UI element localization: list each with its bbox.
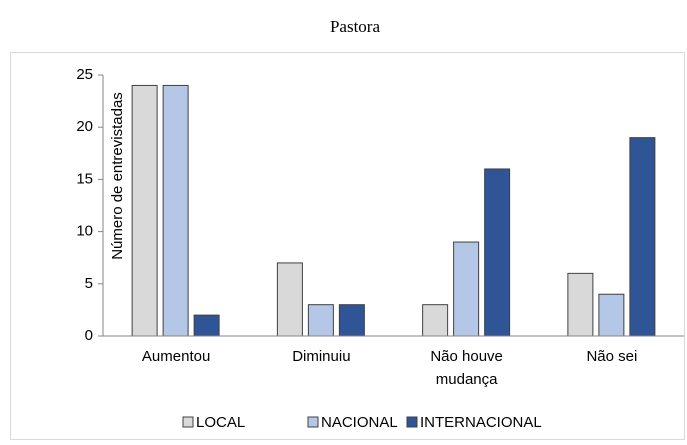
bar <box>453 241 480 337</box>
chart-title: Pastora <box>330 17 381 36</box>
bar <box>131 84 158 337</box>
bar <box>193 314 220 337</box>
legend-label: INTERNACIONAL <box>420 414 542 431</box>
legend-label: LOCAL <box>196 414 245 431</box>
y-tick-label: 10 <box>76 223 93 240</box>
bar <box>307 304 334 337</box>
bar <box>484 168 511 337</box>
x-tick-label: Diminuiu <box>292 348 351 365</box>
chart-border <box>10 52 685 440</box>
y-tick-label: 15 <box>76 170 93 187</box>
bar <box>162 84 189 337</box>
x-tick-label: Não sei <box>586 348 638 365</box>
bar <box>598 293 625 337</box>
bar <box>338 304 365 337</box>
legend-label: NACIONAL <box>321 414 398 431</box>
bar <box>567 272 594 337</box>
y-tick-label: 20 <box>76 118 93 135</box>
legend-swatch <box>406 416 418 428</box>
x-tick-label: Aumentou <box>141 348 211 365</box>
legend-swatch <box>307 416 319 428</box>
legend-swatch <box>182 416 194 428</box>
bar <box>422 304 449 337</box>
y-tick-label: 25 <box>76 66 93 83</box>
bar <box>629 137 656 337</box>
y-axis-label: Número de entrevistadas <box>109 92 126 260</box>
x-tick-label: Não houve mudança <box>430 348 503 388</box>
y-tick-label: 0 <box>85 327 93 344</box>
bar <box>276 262 303 337</box>
y-tick-label: 5 <box>85 275 93 292</box>
